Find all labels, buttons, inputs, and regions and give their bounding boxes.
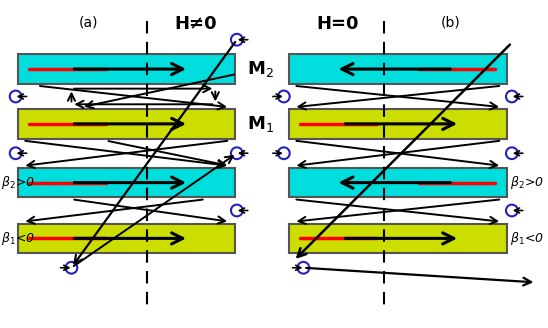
- Text: β$_2$>0: β$_2$>0: [510, 174, 544, 191]
- Bar: [289, 168, 507, 197]
- Bar: [289, 224, 507, 253]
- Text: H=0: H=0: [316, 15, 359, 33]
- Text: β$_1$<0: β$_1$<0: [1, 230, 35, 247]
- Text: β$_2$>0: β$_2$>0: [1, 174, 35, 191]
- Text: (a): (a): [78, 15, 98, 29]
- Bar: [18, 54, 235, 84]
- Text: β$_1$<0: β$_1$<0: [510, 230, 544, 247]
- Bar: [289, 54, 507, 84]
- Text: M$_2$: M$_2$: [247, 59, 273, 79]
- Text: M$_1$: M$_1$: [247, 114, 273, 134]
- Bar: [289, 109, 507, 138]
- Bar: [18, 109, 235, 138]
- Bar: [18, 224, 235, 253]
- Text: H≠0: H≠0: [174, 15, 217, 33]
- Text: (b): (b): [441, 15, 460, 29]
- Bar: [18, 168, 235, 197]
